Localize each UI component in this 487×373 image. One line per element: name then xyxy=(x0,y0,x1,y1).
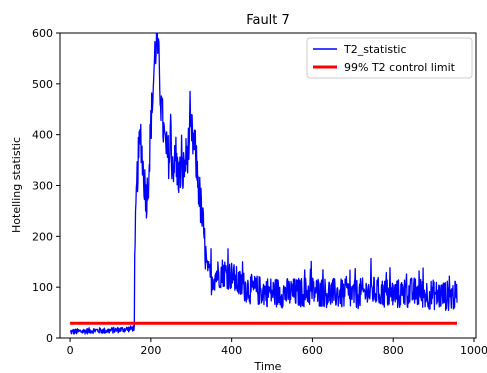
legend-label: T2_statistic xyxy=(343,43,407,56)
y-tick-label: 500 xyxy=(32,78,53,91)
y-axis-label: Hotelling statistic xyxy=(10,137,23,233)
x-axis-label: Time xyxy=(254,360,282,373)
x-tick-label: 800 xyxy=(383,344,404,357)
t2-statistic-line xyxy=(69,32,458,335)
y-tick-label: 300 xyxy=(32,180,53,193)
x-tick-label: 600 xyxy=(302,344,323,357)
y-tick-label: 0 xyxy=(46,332,53,345)
x-tick-label: 200 xyxy=(140,344,161,357)
series-group xyxy=(69,32,458,335)
axis-ticks: 0 200 400 600 800 1000 0 100 200 300 400 500 600 xyxy=(32,27,487,357)
legend-label: 99% T2 control limit xyxy=(344,61,456,74)
y-tick-label: 100 xyxy=(32,281,53,294)
legend-box xyxy=(306,37,473,79)
y-tick-label: 200 xyxy=(32,230,53,243)
y-tick-label: 400 xyxy=(32,129,53,142)
x-tick-label: 0 xyxy=(67,344,74,357)
legend: T2_statistic 99% T2 control limit xyxy=(306,37,473,79)
chart-title: Fault 7 xyxy=(246,13,290,28)
y-tick-label: 600 xyxy=(32,27,53,40)
x-tick-label: 400 xyxy=(221,344,242,357)
x-tick-label: 1000 xyxy=(460,344,487,357)
